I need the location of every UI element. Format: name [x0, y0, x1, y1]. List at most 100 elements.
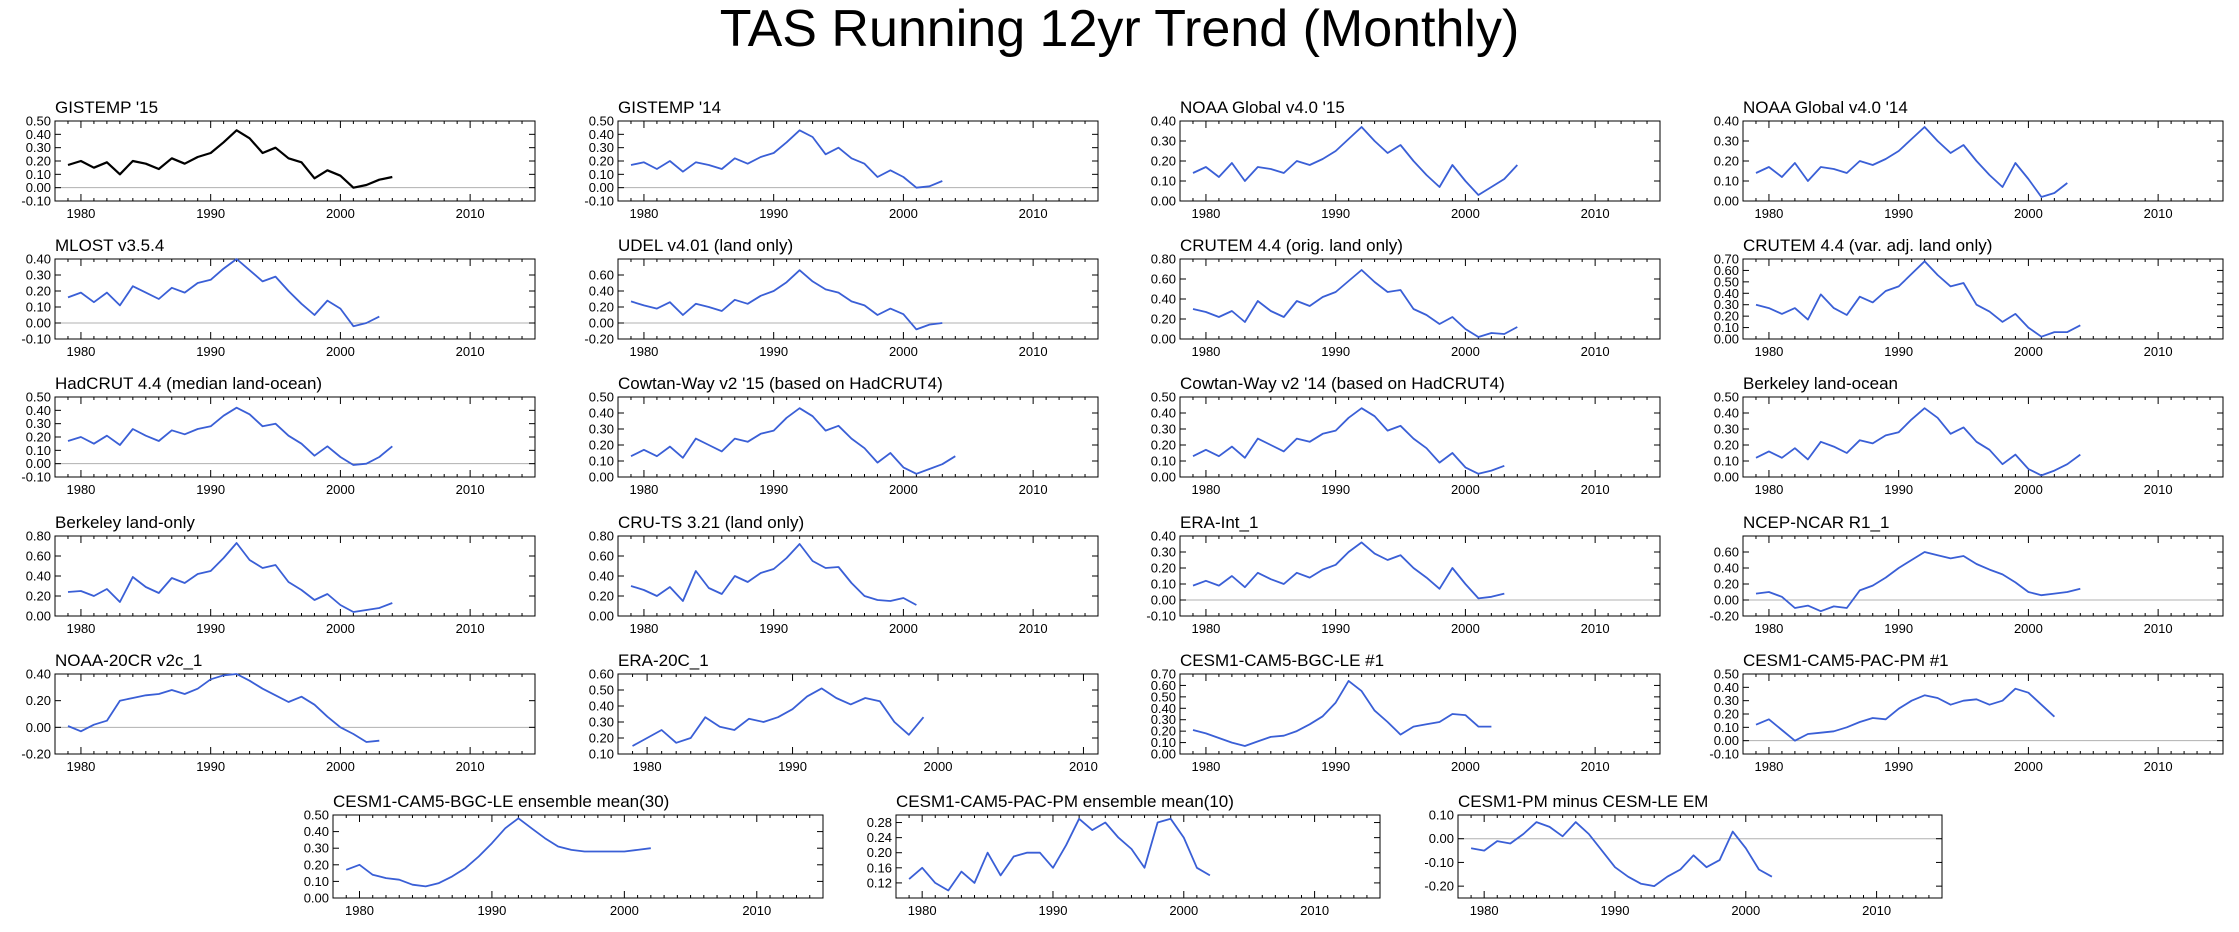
x-tick-label: 2000 — [1451, 344, 1480, 359]
x-tick-label: 2010 — [1581, 621, 1610, 636]
panel-title: CESM1-CAM5-PAC-PM ensemble mean(10) — [896, 792, 1234, 811]
chart-panel: CRUTEM 4.4 (orig. land only) 1980 1990 2000… — [1151, 236, 1661, 359]
y-tick-label: 0.28 — [867, 815, 892, 830]
x-tick-label: 2000 — [2014, 344, 2043, 359]
y-tick-label: -0.10 — [584, 194, 614, 209]
y-tick-label: 0.60 — [1151, 678, 1176, 693]
y-tick-label: 0.40 — [1714, 406, 1739, 421]
x-tick-label: 1990 — [1601, 903, 1630, 918]
y-tick-label: 0.40 — [1714, 561, 1739, 576]
panel-title: CESM1-PM minus CESM-LE EM — [1458, 792, 1708, 811]
plot-frame — [54, 673, 536, 755]
y-tick-label: 0.50 — [1714, 390, 1739, 405]
x-tick-label: 1980 — [1470, 903, 1499, 918]
y-tick-label: -0.10 — [21, 332, 51, 347]
y-tick-label: 0.20 — [589, 589, 614, 604]
x-tick-label: 1990 — [1884, 759, 1913, 774]
x-tick-label: 1990 — [1321, 621, 1350, 636]
y-tick-label: 0.30 — [1714, 297, 1739, 312]
plot-frame — [1457, 814, 1943, 899]
y-tick-label: 0.12 — [867, 875, 892, 890]
y-tick-label: -0.20 — [584, 332, 614, 347]
panel-title: NCEP-NCAR R1_1 — [1743, 513, 1889, 532]
chart-panel: NOAA Global v4.0 '15 1980 1990 2000 2010 0.00… — [1151, 98, 1661, 221]
y-tick-label: 0.00 — [589, 470, 614, 485]
y-tick-label: 0.30 — [1714, 134, 1739, 149]
y-tick-label: 0.40 — [589, 127, 614, 142]
y-tick-label: 0.50 — [589, 114, 614, 129]
y-tick-label: 0.20 — [1151, 438, 1176, 453]
y-tick-label: 0.30 — [26, 416, 51, 431]
y-tick-label: 0.70 — [1714, 252, 1739, 267]
y-tick-label: 0.20 — [589, 300, 614, 315]
data-series-line — [630, 543, 917, 606]
x-tick-label: 2010 — [1069, 759, 1098, 774]
plot-frame — [1742, 120, 2224, 202]
data-series-line — [345, 817, 651, 888]
y-tick-label: 0.00 — [589, 609, 614, 624]
plot-frame — [1742, 535, 2224, 617]
y-tick-label: 0.20 — [26, 284, 51, 299]
panel-title: CESM1-CAM5-BGC-LE ensemble mean(30) — [333, 792, 669, 811]
y-tick-label: 0.10 — [1429, 808, 1454, 823]
figure-title: TAS Running 12yr Trend (Monthly) — [719, 0, 1520, 58]
y-tick-label: 0.20 — [1714, 438, 1739, 453]
y-tick-label: 0.00 — [1151, 593, 1176, 608]
x-tick-label: 2010 — [1581, 206, 1610, 221]
y-tick-label: 0.10 — [26, 443, 51, 458]
x-tick-label: 2010 — [1300, 903, 1329, 918]
x-tick-label: 1990 — [196, 344, 225, 359]
y-tick-label: 0.60 — [26, 549, 51, 564]
y-tick-label: 0.00 — [26, 180, 51, 195]
x-tick-label: 2010 — [1581, 344, 1610, 359]
x-tick-label: 1990 — [196, 482, 225, 497]
x-tick-label: 2010 — [2144, 482, 2173, 497]
x-tick-label: 2010 — [742, 903, 771, 918]
x-tick-label: 2010 — [1019, 621, 1048, 636]
y-tick-label: 0.40 — [589, 284, 614, 299]
x-tick-label: 2000 — [2014, 759, 2043, 774]
x-tick-label: 1990 — [1884, 344, 1913, 359]
x-tick-label: 1980 — [66, 482, 95, 497]
chart-panel: NOAA Global v4.0 '14 1980 1990 2000 2010 0.00… — [1714, 98, 2224, 221]
y-tick-label: 0.00 — [1714, 194, 1739, 209]
x-tick-label: 2000 — [326, 206, 355, 221]
y-tick-label: 0.30 — [1151, 422, 1176, 437]
x-tick-label: 2000 — [1451, 206, 1480, 221]
y-tick-label: 0.40 — [1151, 701, 1176, 716]
x-tick-label: 1980 — [66, 344, 95, 359]
y-tick-label: 0.80 — [589, 529, 614, 544]
y-tick-label: 0.30 — [1151, 545, 1176, 560]
data-series-line — [67, 406, 393, 466]
y-tick-label: -0.10 — [21, 194, 51, 209]
x-tick-label: 2010 — [1019, 344, 1048, 359]
y-tick-label: 0.60 — [589, 268, 614, 283]
y-tick-label: 0.40 — [304, 824, 329, 839]
y-tick-label: 0.60 — [1714, 263, 1739, 278]
x-tick-label: 1990 — [759, 482, 788, 497]
y-tick-label: 0.20 — [589, 438, 614, 453]
panel-title: ERA-20C_1 — [618, 651, 709, 670]
y-tick-label: 0.20 — [26, 430, 51, 445]
data-series-line — [1192, 680, 1492, 747]
x-tick-label: 1990 — [1884, 621, 1913, 636]
x-tick-label: 1990 — [759, 621, 788, 636]
x-tick-label: 1990 — [1039, 903, 1068, 918]
y-tick-label: 0.00 — [1151, 747, 1176, 762]
y-tick-label: 0.00 — [26, 456, 51, 471]
x-tick-label: 1980 — [629, 206, 658, 221]
y-tick-label: 0.20 — [304, 857, 329, 872]
x-tick-label: 2010 — [456, 206, 485, 221]
y-tick-label: 0.10 — [1151, 174, 1176, 189]
panel-title: CESM1-CAM5-BGC-LE #1 — [1180, 651, 1384, 670]
plot-frame — [1179, 120, 1661, 202]
y-tick-label: 0.60 — [1714, 545, 1739, 560]
data-series-line — [67, 129, 393, 189]
data-series-line — [908, 817, 1211, 892]
x-tick-label: 2010 — [2144, 206, 2173, 221]
x-tick-label: 2000 — [2014, 621, 2043, 636]
y-tick-label: 0.40 — [1151, 292, 1176, 307]
y-tick-label: 0.30 — [589, 422, 614, 437]
plot-frame — [617, 673, 1099, 755]
